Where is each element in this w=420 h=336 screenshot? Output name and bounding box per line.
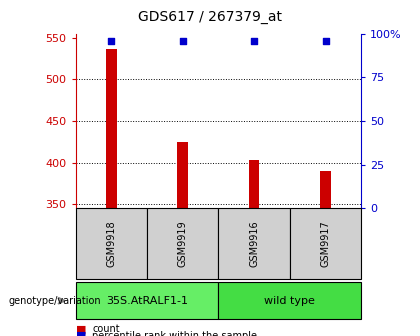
Text: ■: ■	[76, 324, 86, 334]
Text: 35S.AtRALF1-1: 35S.AtRALF1-1	[106, 296, 188, 306]
Text: GSM9919: GSM9919	[178, 220, 188, 267]
Point	[108, 38, 115, 43]
Text: GDS617 / 267379_at: GDS617 / 267379_at	[138, 10, 282, 24]
Point	[322, 38, 329, 43]
Text: ■: ■	[76, 331, 86, 336]
Text: wild type: wild type	[264, 296, 315, 306]
Bar	[320, 171, 331, 208]
Text: percentile rank within the sample: percentile rank within the sample	[92, 331, 257, 336]
Bar	[177, 142, 188, 208]
Text: GSM9917: GSM9917	[320, 220, 331, 267]
Text: genotype/variation: genotype/variation	[8, 296, 101, 306]
Text: GSM9916: GSM9916	[249, 220, 259, 267]
Point	[179, 38, 186, 43]
Text: GSM9918: GSM9918	[106, 220, 116, 267]
Bar	[106, 49, 117, 208]
Point	[251, 38, 257, 43]
Bar	[249, 160, 260, 208]
Text: count: count	[92, 324, 120, 334]
